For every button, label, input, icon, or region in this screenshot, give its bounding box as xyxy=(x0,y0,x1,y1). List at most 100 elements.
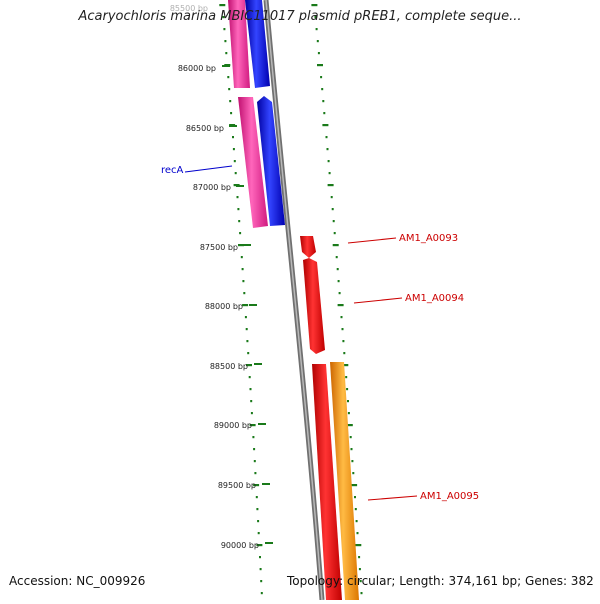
tick-dot xyxy=(229,100,232,103)
ruler-tick-label: 88500 bp xyxy=(210,362,248,371)
tick-dot xyxy=(257,532,260,535)
gene-AM1_A0093[interactable] xyxy=(300,236,316,258)
gene-label-AM1_A0094[interactable]: AM1_A0094 xyxy=(405,293,464,304)
tick-dot xyxy=(230,112,233,115)
tick-dot xyxy=(330,196,333,199)
tick-dot xyxy=(256,544,263,547)
AM1_A0093-leader-line xyxy=(347,237,397,244)
tick-dot xyxy=(349,436,352,439)
gene-red-lower[interactable] xyxy=(312,364,342,600)
sequence-title: Acaryochloris marina MBIC11017 plasmid p… xyxy=(78,9,522,24)
tick-dot xyxy=(354,496,356,499)
tick-dot xyxy=(360,592,363,595)
tick-dot xyxy=(256,508,259,511)
tick-dot xyxy=(355,520,358,523)
outer-tick-ring xyxy=(311,4,363,595)
tick-dot xyxy=(317,52,320,55)
ruler-tick-label: 85500 bp xyxy=(170,4,208,13)
tick-dot xyxy=(240,256,243,259)
ruler-tick-label: 89000 bp xyxy=(214,421,252,430)
ruler-tick-label: 88000 bp xyxy=(205,302,243,311)
tick-dot xyxy=(238,220,241,223)
tick-dot xyxy=(327,160,330,163)
ruler-tick-label: 86500 bp xyxy=(186,124,224,133)
tick-dot xyxy=(239,232,242,235)
tick-dot xyxy=(242,304,249,307)
tick-dot xyxy=(338,292,341,295)
tick-dot xyxy=(356,532,359,535)
tick-dot xyxy=(224,40,227,43)
AM1_A0095-leader-line xyxy=(367,495,418,501)
ruler-tick-label: 89500 bp xyxy=(218,481,256,490)
tick-dot xyxy=(354,508,357,511)
tick-dot xyxy=(254,472,257,475)
tick-dot xyxy=(255,496,258,499)
tick-dot xyxy=(252,436,255,439)
tick-dot xyxy=(358,568,361,571)
ruler-tick-label: 87000 bp xyxy=(193,183,231,192)
gene-blue-segment-1[interactable] xyxy=(245,0,270,88)
tick-dot xyxy=(242,280,245,283)
summary-text: Topology: circular; Length: 374,161 bp; … xyxy=(287,574,594,588)
tick-dot xyxy=(322,100,325,103)
tick-dot xyxy=(327,184,334,187)
tick-dot xyxy=(228,88,231,91)
tick-dot xyxy=(248,376,251,379)
gene-pink-segment-2[interactable] xyxy=(238,97,268,228)
gene-pink-segment-1[interactable] xyxy=(228,0,250,88)
tick-dot xyxy=(359,580,362,583)
tick-dot xyxy=(332,244,339,247)
ruler-tick-label: 90000 bp xyxy=(221,541,259,550)
ruler-tick-label: 87500 bp xyxy=(200,243,238,252)
gene-recA-arrow[interactable] xyxy=(257,96,285,226)
tick-dot xyxy=(346,424,353,427)
tick-dot xyxy=(222,16,225,19)
tick-dot xyxy=(333,232,336,235)
tick-dot xyxy=(232,148,235,151)
tick-dot xyxy=(328,172,331,175)
gene-label-AM1_A0095[interactable]: AM1_A0095 xyxy=(420,491,479,502)
tick-dot xyxy=(347,400,349,403)
tick-dot xyxy=(250,412,253,415)
gene-label-AM1_A0093[interactable]: AM1_A0093 xyxy=(399,233,458,244)
tick-dot xyxy=(332,220,335,223)
tick-dot xyxy=(335,256,338,259)
tick-dot xyxy=(253,448,256,451)
tick-dot xyxy=(337,280,340,283)
gene-AM1_A0095[interactable] xyxy=(330,362,359,600)
tick-dot xyxy=(352,472,355,475)
tick-dot xyxy=(247,352,250,355)
ruler-tick-label: 86000 bp xyxy=(178,64,216,73)
tick-dot xyxy=(241,268,244,271)
tick-dot xyxy=(253,460,256,463)
tick-dot xyxy=(243,292,246,295)
tick-dot xyxy=(223,28,226,31)
tick-dot xyxy=(341,328,344,331)
tick-dot xyxy=(351,460,354,463)
recA-leader-line xyxy=(184,165,233,173)
tick-dot xyxy=(315,28,318,31)
tick-dot xyxy=(246,340,249,343)
tick-dot xyxy=(233,160,236,163)
accession-text: Accession: NC_009926 xyxy=(9,574,146,588)
tick-dot xyxy=(259,568,262,571)
gene-label-recA[interactable]: recA xyxy=(161,165,184,176)
AM1_A0094-leader-line xyxy=(353,297,403,304)
tick-dot xyxy=(246,364,252,367)
tick-dot xyxy=(350,448,353,451)
tick-dot xyxy=(219,4,226,7)
tick-dot xyxy=(260,580,263,583)
tick-dot xyxy=(320,76,323,79)
tick-dot xyxy=(331,208,334,211)
tick-dot xyxy=(343,352,346,355)
tick-dot xyxy=(342,340,345,343)
tick-dot xyxy=(316,40,319,43)
gene-AM1_A0094[interactable] xyxy=(303,258,325,354)
tick-dot xyxy=(325,136,328,139)
tick-dot xyxy=(260,592,263,595)
backbone-arc-highlight xyxy=(265,0,323,601)
tick-dot xyxy=(345,376,348,379)
tick-dot xyxy=(227,76,230,79)
